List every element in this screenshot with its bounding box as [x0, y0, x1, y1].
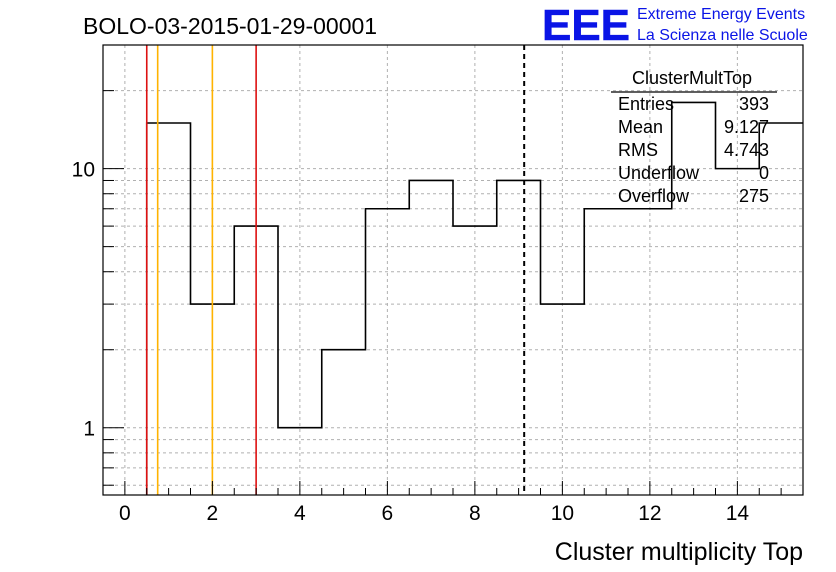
y-tick-label: 1 [83, 418, 95, 441]
marker-lines [145, 45, 526, 495]
eee-logo-icon: EEE [542, 1, 630, 50]
histogram-bin [453, 226, 497, 495]
x-tick-label: 10 [551, 502, 574, 525]
histogram-bars [145, 101, 803, 495]
stats-label-rms: RMS [618, 140, 658, 160]
x-tick-label: 12 [638, 502, 661, 525]
histogram-bin [584, 209, 628, 495]
histogram-bin [147, 123, 191, 495]
logo-line-1: Extreme Energy Events [637, 6, 805, 23]
histogram-bin [628, 209, 672, 495]
stats-label-mean: Mean [618, 117, 663, 137]
stats-value-mean: 9.127 [724, 117, 769, 137]
x-tick-label: 4 [294, 502, 306, 525]
histogram-outline [145, 101, 803, 495]
x-axis-label: Cluster multiplicity Top [555, 538, 803, 566]
logo-line-2: La Scienza nelle Scuole [637, 27, 808, 44]
stats-box-title: ClusterMultTop [632, 68, 752, 88]
histogram-bin [366, 209, 410, 495]
y-tick-label: 10 [72, 159, 95, 182]
axis-ticks: 0 2 4 6 8 10 12 14 1 10 [72, 44, 804, 525]
stats-value-underflow: 0 [759, 163, 769, 183]
stats-value-overflow: 275 [739, 186, 769, 206]
histogram-bin [541, 304, 585, 495]
stats-value-rms: 4.743 [724, 140, 769, 160]
stats-label-underflow: Underflow [618, 163, 700, 183]
histogram-bin [322, 350, 366, 495]
stats-box: ClusterMultTop Entries 393 Mean 9.127 RM… [611, 68, 777, 206]
histogram-bin [409, 180, 453, 495]
histogram-bin [497, 180, 541, 495]
stats-value-entries: 393 [739, 94, 769, 114]
x-tick-label: 14 [726, 502, 750, 525]
histogram-bin [716, 169, 760, 495]
x-tick-label: 2 [207, 502, 219, 525]
x-tick-label: 8 [469, 502, 481, 525]
histogram-bin [672, 102, 716, 495]
stats-label-overflow: Overflow [618, 186, 690, 206]
x-tick-label: 0 [119, 502, 131, 525]
x-tick-label: 6 [382, 502, 394, 525]
stats-label-entries: Entries [618, 94, 674, 114]
run-title: BOLO-03-2015-01-29-00001 [83, 13, 377, 39]
